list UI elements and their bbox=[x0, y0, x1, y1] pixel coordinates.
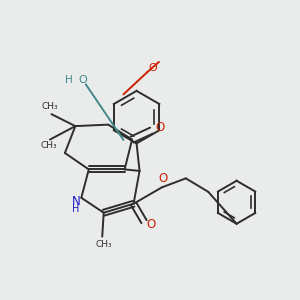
Text: CH₃: CH₃ bbox=[40, 141, 57, 150]
Text: CH₃: CH₃ bbox=[42, 102, 58, 111]
Text: H: H bbox=[72, 204, 80, 214]
Text: O: O bbox=[147, 218, 156, 231]
Text: O: O bbox=[159, 172, 168, 185]
Text: O: O bbox=[156, 121, 165, 134]
Text: N: N bbox=[72, 195, 80, 208]
Text: CH₃: CH₃ bbox=[95, 240, 112, 249]
Text: H: H bbox=[65, 75, 73, 85]
Text: O: O bbox=[78, 75, 87, 85]
Text: O: O bbox=[148, 63, 158, 73]
